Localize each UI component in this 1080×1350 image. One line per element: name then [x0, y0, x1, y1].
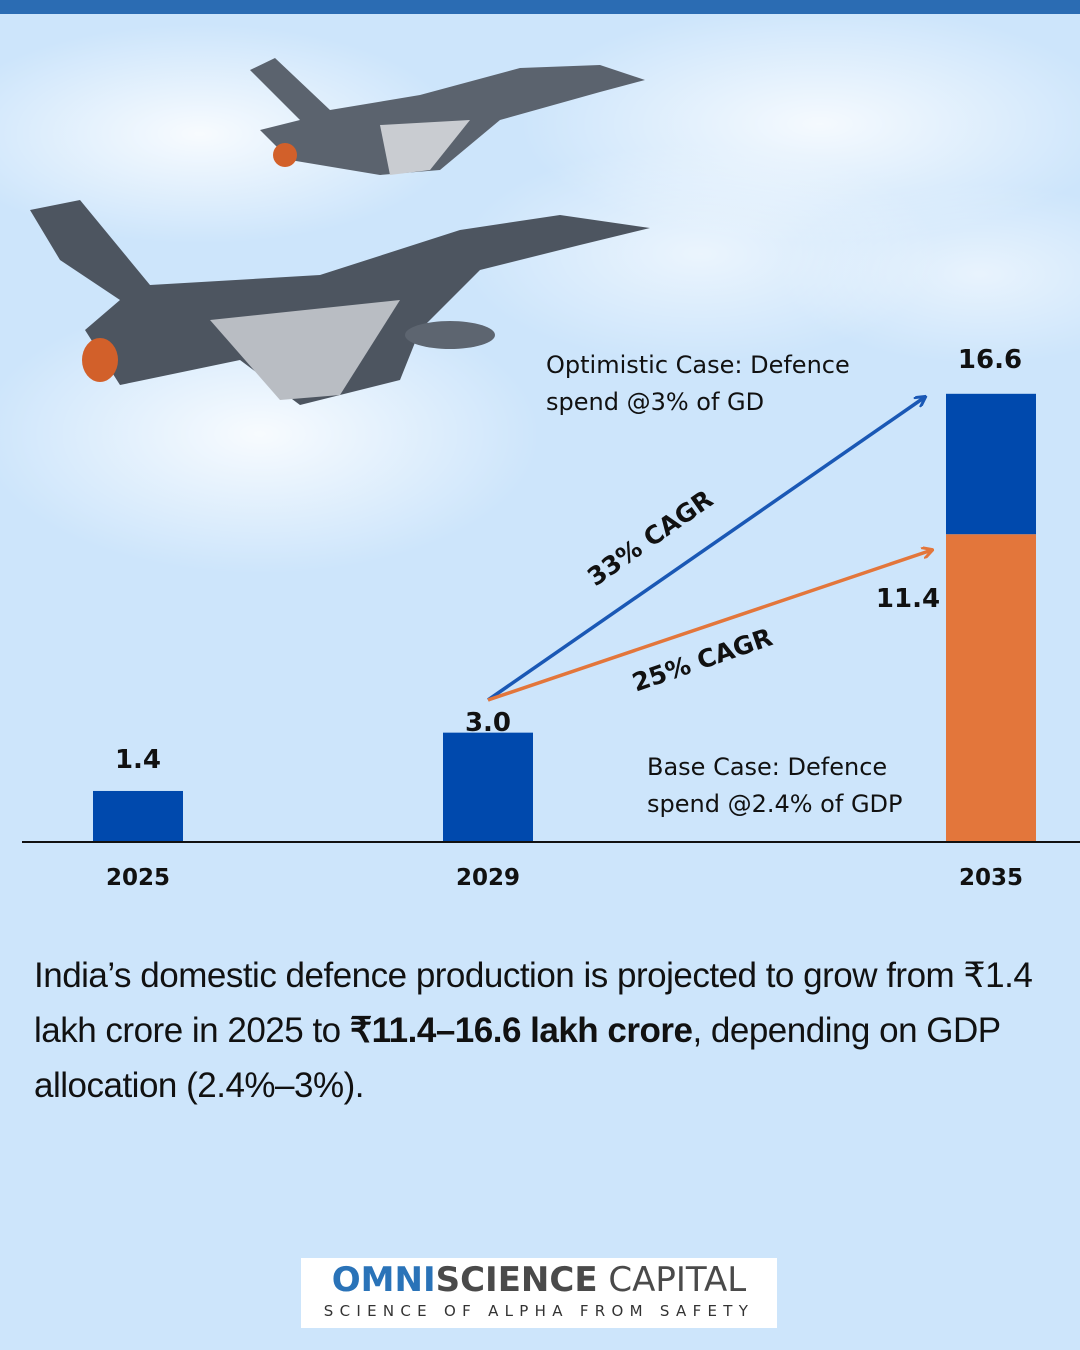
- x-tick-2029: 2029: [456, 865, 520, 891]
- caption-part2: , depending on GDP allocation (2.4%–3%).: [34, 1011, 1001, 1105]
- logo-tagline: SCIENCE OF ALPHA FROM SAFETY: [323, 1302, 755, 1320]
- caption-text: India’s domestic defence production is p…: [34, 948, 1054, 1113]
- bar-2035-base: [946, 534, 1036, 842]
- omniscience-capital-logo: OMNISCIENCE CAPITAL SCIENCE OF ALPHA FRO…: [301, 1258, 777, 1328]
- optimistic-note-line2: spend @3% of GD: [546, 388, 765, 416]
- data-label-2035-optimistic: 16.6: [958, 345, 1022, 375]
- base-cagr-arrow: [487, 550, 932, 702]
- data-label-2029: 3.0: [465, 708, 511, 738]
- bar-2025: [93, 790, 183, 842]
- fighter-jet-front: [30, 200, 650, 405]
- base-case-note: Base Case: Defence spend @2.4% of GDP: [647, 749, 903, 823]
- base-cagr-label: 25% CAGR: [628, 622, 776, 697]
- bar-2029: [443, 732, 533, 842]
- logo-capital: CAPITAL: [597, 1260, 747, 1300]
- data-label-2035-base: 11.4: [876, 584, 940, 614]
- base-note-line2: spend @2.4% of GDP: [647, 790, 903, 818]
- x-tick-2035: 2035: [959, 865, 1023, 891]
- x-tick-2025: 2025: [106, 865, 170, 891]
- bar-chart: 33% CAGR 25% CAGR 1.4 3.0 11.4 16.6 2025…: [22, 345, 1080, 891]
- fighter-jet-rear: [250, 58, 645, 175]
- base-note-line1: Base Case: Defence: [647, 753, 888, 781]
- optimistic-cagr-label: 33% CAGR: [582, 484, 718, 592]
- data-label-2025: 1.4: [115, 745, 161, 775]
- jets-illustration: [30, 58, 650, 405]
- caption-part1: India’s domestic defence production is p…: [34, 956, 1033, 1050]
- caption-highlight: ₹11.4–16.6 lakh crore: [349, 1011, 693, 1050]
- optimistic-cagr-arrow: [487, 397, 925, 702]
- optimistic-note-line1: Optimistic Case: Defence: [546, 351, 850, 379]
- bar-2035-optimistic: [946, 393, 1036, 535]
- logo-omni: OMNI: [331, 1260, 436, 1300]
- logo-science: SCIENCE: [435, 1260, 598, 1300]
- optimistic-case-note: Optimistic Case: Defence spend @3% of GD: [546, 347, 850, 421]
- top-accent-bar: [0, 0, 1080, 14]
